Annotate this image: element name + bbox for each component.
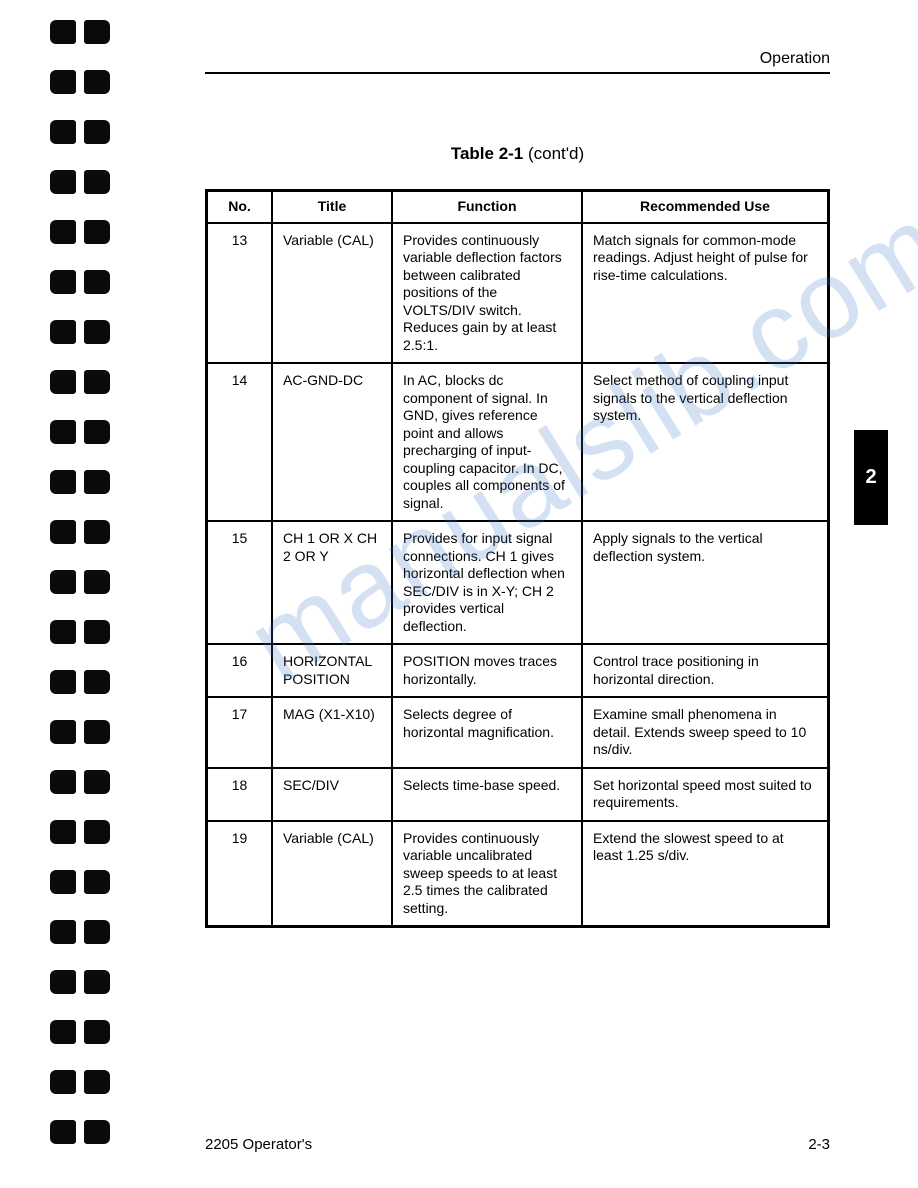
spiral-ring bbox=[50, 870, 110, 896]
cell-recommended: Set horizontal speed most suited to requ… bbox=[582, 768, 829, 821]
cell-function: In AC, blocks dc component of signal. In… bbox=[392, 363, 582, 521]
spiral-ring bbox=[50, 1120, 110, 1146]
spiral-ring bbox=[50, 670, 110, 696]
cell-no: 15 bbox=[207, 521, 273, 644]
col-header-recommended: Recommended Use bbox=[582, 191, 829, 223]
cell-function: POSITION moves traces horizontally. bbox=[392, 644, 582, 697]
cell-title: MAG (X1-X10) bbox=[272, 697, 392, 768]
cell-no: 19 bbox=[207, 821, 273, 927]
cell-no: 13 bbox=[207, 223, 273, 364]
spiral-ring bbox=[50, 170, 110, 196]
cell-title: SEC/DIV bbox=[272, 768, 392, 821]
spiral-ring bbox=[50, 970, 110, 996]
chapter-tab-label: 2 bbox=[865, 466, 876, 489]
cell-no: 17 bbox=[207, 697, 273, 768]
spiral-ring bbox=[50, 470, 110, 496]
spiral-ring bbox=[50, 720, 110, 746]
chapter-tab: 2 bbox=[854, 430, 888, 525]
section-title: Operation bbox=[760, 50, 830, 67]
table-row: 19Variable (CAL)Provides continuously va… bbox=[207, 821, 829, 927]
cell-recommended: Extend the slowest speed to at least 1.2… bbox=[582, 821, 829, 927]
cell-recommended: Match signals for common-mode readings. … bbox=[582, 223, 829, 364]
spiral-ring bbox=[50, 320, 110, 346]
cell-recommended: Control trace positioning in horizontal … bbox=[582, 644, 829, 697]
spiral-ring bbox=[50, 220, 110, 246]
table-row: 17MAG (X1-X10)Selects degree of horizont… bbox=[207, 697, 829, 768]
page-content: Operation Table 2-1 (cont'd) No. Title F… bbox=[165, 0, 885, 1188]
cell-recommended: Select method of coupling input signals … bbox=[582, 363, 829, 521]
cell-no: 18 bbox=[207, 768, 273, 821]
cell-title: HORIZONTAL POSITION bbox=[272, 644, 392, 697]
cell-title: CH 1 OR X CH 2 OR Y bbox=[272, 521, 392, 644]
spiral-ring bbox=[50, 420, 110, 446]
spiral-ring bbox=[50, 520, 110, 546]
table-row: 13Variable (CAL)Provides continuously va… bbox=[207, 223, 829, 364]
spiral-ring bbox=[50, 70, 110, 96]
col-header-function: Function bbox=[392, 191, 582, 223]
spiral-ring bbox=[50, 570, 110, 596]
cell-no: 14 bbox=[207, 363, 273, 521]
cell-function: Provides continuously variable deflectio… bbox=[392, 223, 582, 364]
spiral-ring bbox=[50, 820, 110, 846]
footer-right: 2-3 bbox=[808, 1136, 830, 1153]
spiral-ring bbox=[50, 770, 110, 796]
spiral-ring bbox=[50, 370, 110, 396]
spiral-ring bbox=[50, 620, 110, 646]
spiral-ring bbox=[50, 120, 110, 146]
spiral-ring bbox=[50, 20, 110, 46]
cell-title: Variable (CAL) bbox=[272, 223, 392, 364]
table-row: 15CH 1 OR X CH 2 OR YProvides for input … bbox=[207, 521, 829, 644]
cell-function: Provides continuously variable uncalibra… bbox=[392, 821, 582, 927]
table-row: 18SEC/DIVSelects time-base speed.Set hor… bbox=[207, 768, 829, 821]
cell-title: Variable (CAL) bbox=[272, 821, 392, 927]
controls-table: No. Title Function Recommended Use 13Var… bbox=[205, 189, 830, 928]
footer-left: 2205 Operator's bbox=[205, 1136, 312, 1153]
caption-rest: (cont'd) bbox=[523, 144, 584, 163]
cell-no: 16 bbox=[207, 644, 273, 697]
table-row: 14AC-GND-DCIn AC, blocks dc component of… bbox=[207, 363, 829, 521]
cell-recommended: Apply signals to the vertical deflection… bbox=[582, 521, 829, 644]
spiral-ring bbox=[50, 1020, 110, 1046]
col-header-title: Title bbox=[272, 191, 392, 223]
page-footer: 2205 Operator's 2-3 bbox=[205, 1136, 830, 1153]
cell-function: Selects degree of horizontal magnificati… bbox=[392, 697, 582, 768]
cell-recommended: Examine small phenomena in detail. Exten… bbox=[582, 697, 829, 768]
spiral-ring bbox=[50, 1070, 110, 1096]
spiral-ring bbox=[50, 920, 110, 946]
table-row: 16HORIZONTAL POSITIONPOSITION moves trac… bbox=[207, 644, 829, 697]
section-header: Operation bbox=[205, 50, 830, 74]
table-caption: Table 2-1 (cont'd) bbox=[205, 144, 830, 164]
spiral-ring bbox=[50, 270, 110, 296]
cell-function: Provides for input signal connections. C… bbox=[392, 521, 582, 644]
col-header-no: No. bbox=[207, 191, 273, 223]
cell-function: Selects time-base speed. bbox=[392, 768, 582, 821]
spiral-binding bbox=[50, 20, 120, 1170]
cell-title: AC-GND-DC bbox=[272, 363, 392, 521]
table-header-row: No. Title Function Recommended Use bbox=[207, 191, 829, 223]
caption-bold: Table 2-1 bbox=[451, 144, 523, 163]
